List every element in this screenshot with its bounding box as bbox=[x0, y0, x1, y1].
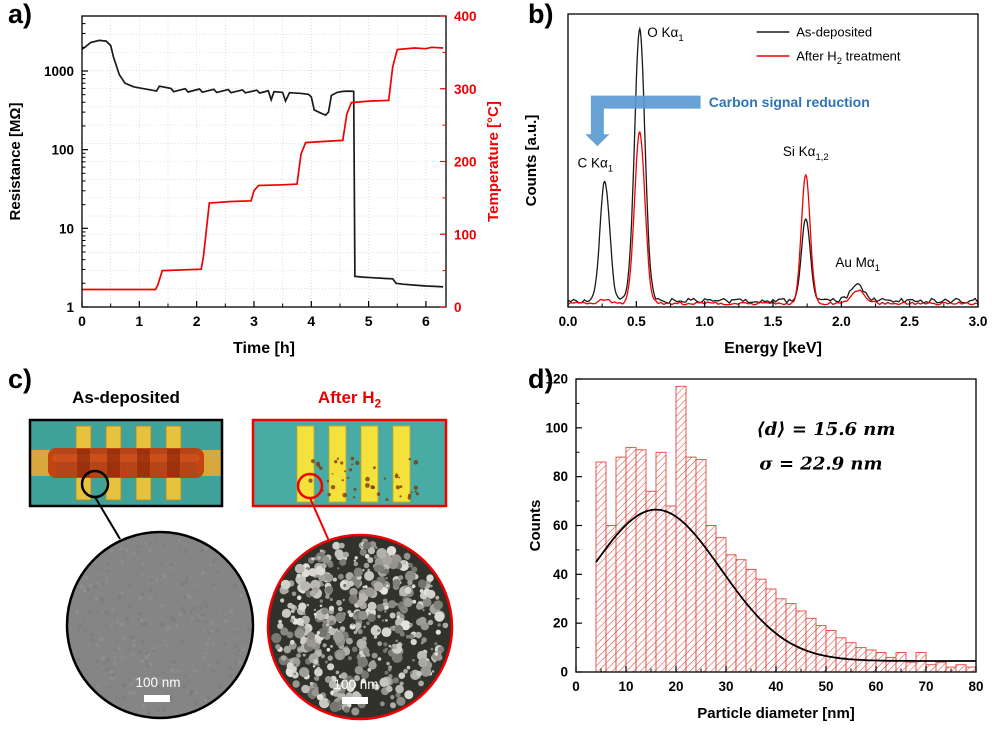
scale-bar-left bbox=[144, 695, 170, 702]
connector-right bbox=[309, 497, 330, 542]
scale-bar-right bbox=[342, 697, 368, 704]
y-right-tick-label: 0 bbox=[454, 300, 462, 315]
x-tick-label: 2.5 bbox=[900, 314, 919, 329]
x-tick-label: 6 bbox=[422, 313, 430, 329]
x-tick-label: 0 bbox=[78, 313, 86, 329]
y-left-tick-label: 100 bbox=[51, 143, 74, 158]
x-axis-label: Particle diameter [nm] bbox=[697, 705, 855, 722]
x-tick-label: 2.0 bbox=[832, 314, 851, 329]
y-axis-label: Counts [a.u.] bbox=[523, 115, 540, 207]
panel-a: a) 0 1 2 3 4 5 6 1 10 100 1000 0 100 200 300 400 Time [h… bbox=[0, 0, 512, 365]
spectrum-as-deposited bbox=[567, 26, 979, 304]
x-tick-label: 3.0 bbox=[969, 314, 988, 329]
y-right-tick-label: 400 bbox=[454, 9, 477, 24]
panel-letter-d: d) bbox=[528, 364, 554, 394]
x-tick-label: 5 bbox=[365, 313, 373, 329]
series-group bbox=[82, 39, 444, 291]
panel-letter-c: c) bbox=[8, 364, 33, 394]
panel-letter-a: a) bbox=[8, 0, 33, 29]
y-tick-label: 0 bbox=[560, 665, 568, 680]
grid bbox=[82, 16, 446, 307]
x-tick-label: 3 bbox=[250, 313, 258, 329]
y-left-tick-label: 10 bbox=[59, 221, 74, 236]
label-after-h2-text: After H bbox=[317, 388, 375, 407]
scale-bar-label-right: 100 nm bbox=[333, 677, 378, 692]
sem-image-as-deposited: 100 nm bbox=[65, 530, 255, 720]
legend-entry: After H2 treatment bbox=[796, 49, 901, 68]
y-tick-label: 80 bbox=[553, 469, 568, 484]
x-tick-label: 1.5 bbox=[764, 314, 783, 329]
x-tick-label: 40 bbox=[768, 679, 783, 694]
panel-d: d) 0 10 20 30 40 50 60 70 80 0 20 40 60 80 100 120 ⟨d⟩ =… bbox=[512, 364, 992, 730]
y-tick-label: 20 bbox=[553, 616, 568, 631]
legend-entry: As-deposited bbox=[796, 25, 872, 40]
x-tick-label: 0 bbox=[572, 679, 580, 694]
sem-image-after-h2: 100 nm bbox=[266, 533, 454, 721]
y-tick-label: 40 bbox=[553, 567, 568, 582]
scale-bar-label-left: 100 nm bbox=[135, 675, 180, 690]
series-temperature bbox=[82, 46, 444, 291]
y-tick-label: 100 bbox=[545, 420, 568, 435]
carbon-reduction-arrow-icon bbox=[585, 95, 701, 147]
y-tick-label: 60 bbox=[553, 518, 568, 533]
peak-label: Si Kα1,2 bbox=[783, 144, 829, 163]
fit-curve bbox=[595, 508, 976, 662]
x-tick-label: 70 bbox=[918, 679, 933, 694]
mean-diameter-annotation: ⟨d⟩ = 15.6 nm bbox=[757, 419, 896, 440]
label-after-h2: After H2 bbox=[253, 388, 446, 410]
x-tick-label: 80 bbox=[968, 679, 983, 694]
micrograph-panel: 100 nm 100 nm bbox=[28, 418, 454, 721]
histogram-bars bbox=[595, 385, 977, 673]
label-as-deposited: As-deposited bbox=[72, 388, 180, 407]
y-left-tick-label: 1 bbox=[66, 300, 74, 315]
x-tick-label: 1.0 bbox=[695, 314, 714, 329]
y-axis-label: Counts bbox=[527, 500, 544, 552]
x-tick-label: 1 bbox=[135, 313, 143, 329]
x-tick-label: 4 bbox=[307, 313, 315, 329]
y-right-tick-label: 200 bbox=[454, 155, 477, 170]
x-tick-label: 60 bbox=[868, 679, 883, 694]
y-left-tick-label: 1000 bbox=[44, 64, 74, 79]
y-right-tick-label: 300 bbox=[454, 82, 477, 97]
panel-c: c) As-deposited After H2 100 nm 100 nm bbox=[0, 364, 512, 730]
peak-label: Au Mα1 bbox=[835, 255, 880, 274]
x-tick-label: 30 bbox=[718, 679, 733, 694]
peak-labels: C Kα1 O Kα1 Si Kα1,2 Au Mα1 bbox=[578, 25, 881, 274]
panel-b: b) Carbon signal reduction 0.0 0.5 1.0 1.5 2.… bbox=[512, 0, 992, 365]
spectrum-after-h2 bbox=[567, 130, 979, 306]
x-tick-label: 50 bbox=[818, 679, 833, 694]
y-left-axis-label: Resistance [MΩ] bbox=[7, 103, 24, 221]
x-tick-label: 2 bbox=[193, 313, 201, 329]
x-axis-label: Time [h] bbox=[233, 340, 295, 357]
optical-image-after-h2 bbox=[251, 418, 448, 508]
particle-size-histogram: 0 10 20 30 40 50 60 70 80 0 20 40 60 80 100 120 ⟨d⟩ = 15… bbox=[527, 372, 984, 723]
label-after-h2-subscript: 2 bbox=[374, 396, 382, 411]
x-axis-label: Energy [keV] bbox=[724, 340, 822, 357]
x-tick-label: 0.5 bbox=[627, 314, 646, 329]
x-tick-label: 0.0 bbox=[559, 314, 578, 329]
edx-spectrum-chart: Carbon signal reduction 0.0 0.5 1.0 1.5 2.0 2.… bbox=[523, 13, 988, 357]
peak-label: O Kα1 bbox=[647, 25, 683, 44]
x-tick-label: 20 bbox=[668, 679, 683, 694]
carbon-reduction-annotation: Carbon signal reduction bbox=[709, 94, 870, 110]
y-right-axis-label: Temperature [°C] bbox=[485, 101, 502, 222]
x-tick-label: 10 bbox=[618, 679, 633, 694]
connector-left bbox=[94, 496, 121, 540]
sigma-annotation: σ = 22.9 nm bbox=[759, 453, 882, 474]
optical-image-as-deposited bbox=[28, 418, 224, 508]
legend: As-deposited After H2 treatment bbox=[756, 25, 901, 68]
series-resistance bbox=[82, 39, 444, 288]
panel-letter-b: b) bbox=[528, 0, 554, 29]
y-right-tick-label: 100 bbox=[454, 227, 477, 242]
y-tick-label: 120 bbox=[545, 372, 568, 387]
peak-label: C Kα1 bbox=[578, 156, 614, 175]
